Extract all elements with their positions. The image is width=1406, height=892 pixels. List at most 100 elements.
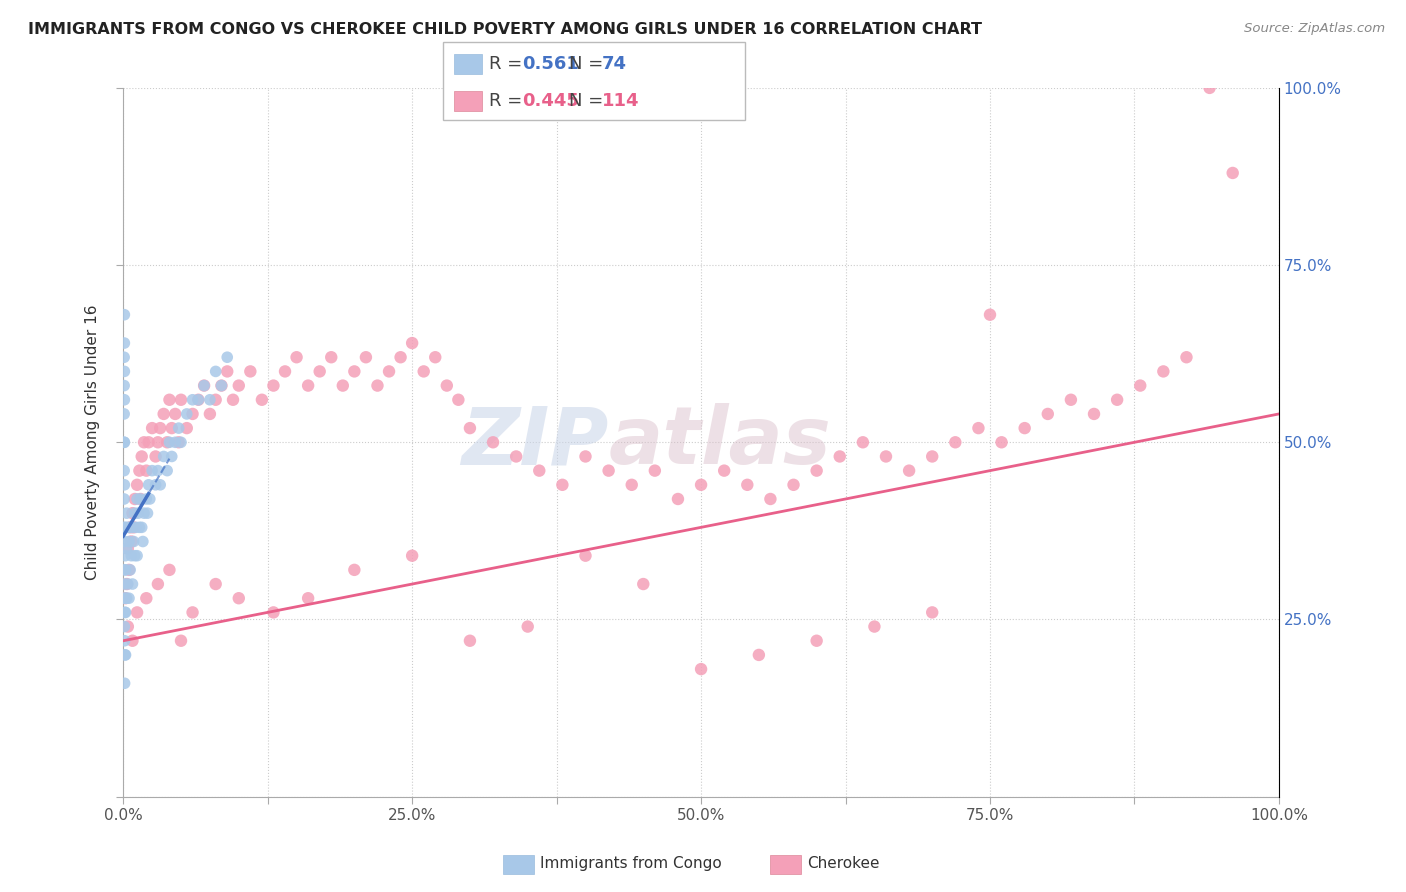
Point (332, 378, 354, 392)
Point (112, 308, 135, 322)
Point (1152, 364, 1174, 378)
Point (122, 534, 145, 549)
Point (145, 450, 167, 464)
Point (112, 520, 135, 534)
Point (120, 563, 142, 577)
Point (598, 464, 620, 478)
Point (921, 450, 943, 464)
Point (127, 491, 149, 506)
Point (128, 464, 150, 478)
Point (129, 491, 152, 506)
Point (114, 591, 136, 606)
Point (122, 520, 145, 534)
Point (297, 378, 319, 392)
Point (181, 606, 204, 620)
Point (114, 563, 136, 577)
Point (141, 464, 163, 478)
Point (112, 378, 135, 392)
Point (666, 491, 689, 506)
Point (114, 606, 136, 620)
Point (193, 378, 215, 392)
Point (204, 392, 226, 407)
Point (274, 364, 297, 378)
Point (713, 464, 735, 478)
Point (120, 534, 142, 549)
Point (620, 478, 643, 492)
Point (114, 591, 136, 606)
Point (211, 378, 233, 392)
Point (117, 520, 139, 534)
Point (138, 478, 160, 492)
Point (211, 378, 233, 392)
Point (806, 464, 828, 478)
Point (181, 407, 204, 421)
Point (112, 364, 135, 378)
Text: Immigrants from Congo: Immigrants from Congo (540, 856, 721, 871)
Y-axis label: Child Poverty Among Girls Under 16: Child Poverty Among Girls Under 16 (86, 304, 100, 580)
Point (141, 421, 163, 435)
Point (156, 464, 179, 478)
Point (690, 478, 713, 492)
Point (176, 421, 198, 435)
Point (165, 407, 187, 421)
Point (389, 350, 412, 364)
Point (114, 633, 136, 648)
Point (132, 506, 155, 520)
Point (1129, 378, 1152, 392)
Point (146, 577, 169, 591)
Point (146, 435, 169, 450)
Point (112, 478, 135, 492)
Point (1222, 166, 1244, 180)
Point (447, 392, 470, 407)
Point (112, 336, 135, 351)
Point (114, 648, 136, 662)
Point (127, 549, 149, 563)
Point (112, 350, 135, 364)
Point (574, 549, 596, 563)
Point (176, 407, 198, 421)
Point (152, 407, 174, 421)
Point (132, 534, 155, 549)
Point (516, 619, 538, 633)
Point (748, 648, 770, 662)
Point (458, 633, 481, 648)
Point (128, 520, 150, 534)
Point (1060, 392, 1083, 407)
Point (159, 563, 181, 577)
Point (135, 464, 157, 478)
Point (321, 350, 343, 364)
Point (505, 450, 527, 464)
Point (136, 506, 159, 520)
Point (118, 591, 141, 606)
Point (943, 435, 966, 450)
Point (228, 378, 250, 392)
Point (308, 364, 330, 378)
Point (170, 633, 193, 648)
Point (112, 435, 135, 450)
Point (181, 392, 204, 407)
Point (120, 520, 142, 534)
Point (782, 478, 804, 492)
Point (114, 648, 136, 662)
Text: Cherokee: Cherokee (807, 856, 880, 871)
Point (120, 520, 142, 534)
Point (112, 407, 135, 421)
Point (436, 378, 458, 392)
Point (124, 549, 146, 563)
Point (401, 549, 423, 563)
Point (118, 563, 141, 577)
Point (135, 591, 157, 606)
Text: N =: N = (569, 92, 609, 110)
Point (458, 421, 481, 435)
Point (115, 506, 138, 520)
Text: N =: N = (569, 55, 609, 73)
Point (139, 491, 162, 506)
Point (115, 541, 138, 556)
Text: atlas: atlas (609, 403, 831, 482)
Point (1083, 407, 1105, 421)
Point (551, 478, 574, 492)
Point (167, 435, 190, 450)
Point (114, 606, 136, 620)
Point (115, 591, 138, 606)
Text: R =: R = (489, 92, 529, 110)
